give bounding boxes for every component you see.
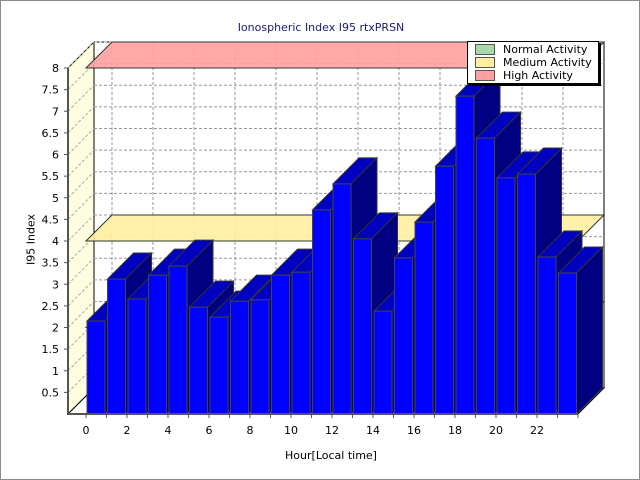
y-tick-label: 2.5 bbox=[42, 300, 60, 313]
bar bbox=[394, 257, 413, 415]
legend-swatch bbox=[475, 70, 495, 81]
bar bbox=[271, 274, 290, 415]
gridline-side bbox=[67, 279, 95, 307]
legend-item-medium: Medium Activity bbox=[468, 56, 598, 69]
legend-swatch bbox=[475, 44, 495, 55]
y-tick-label: 7.5 bbox=[42, 84, 60, 97]
y-tick-label: 8 bbox=[52, 62, 59, 75]
y-tick-label: 6.5 bbox=[42, 127, 60, 140]
bar bbox=[168, 265, 188, 415]
x-tick-label: 20 bbox=[489, 424, 503, 437]
bar bbox=[230, 300, 249, 415]
gridline-side bbox=[67, 106, 95, 134]
chart-title: Ionospheric Index I95 rtxPRSN bbox=[237, 21, 405, 34]
bar bbox=[107, 278, 126, 415]
legend-item-high: High Activity bbox=[468, 69, 598, 82]
gridline-side bbox=[67, 149, 95, 177]
x-tick-label: 2 bbox=[124, 424, 131, 437]
x-tick-label: 18 bbox=[448, 424, 462, 437]
y-tick-label: 1 bbox=[52, 365, 59, 378]
bar bbox=[291, 271, 311, 415]
x-tick-label: 0 bbox=[83, 424, 90, 437]
y-tick-label: 3 bbox=[52, 278, 59, 291]
y-tick-label: 1.5 bbox=[42, 343, 60, 356]
gridline-side bbox=[67, 257, 95, 285]
x-tick-label: 8 bbox=[247, 424, 254, 437]
y-tick-label: 2 bbox=[52, 322, 59, 335]
bar bbox=[517, 173, 536, 415]
bar bbox=[558, 272, 577, 415]
bar bbox=[353, 238, 372, 415]
x-tick-label: 6 bbox=[206, 424, 213, 437]
legend-label: Medium Activity bbox=[503, 56, 592, 69]
x-tick-label: 12 bbox=[325, 424, 339, 437]
legend: Normal Activity Medium Activity High Act… bbox=[467, 41, 599, 84]
bar-side bbox=[576, 245, 603, 416]
y-tick-label: 7 bbox=[52, 105, 59, 118]
legend-label: High Activity bbox=[503, 69, 573, 82]
x-tick-label: 22 bbox=[530, 424, 544, 437]
gridline-side bbox=[67, 128, 95, 155]
bar bbox=[332, 183, 352, 415]
bar bbox=[537, 256, 557, 415]
bar bbox=[414, 221, 434, 415]
gridline-side bbox=[67, 171, 95, 199]
bar bbox=[148, 274, 167, 415]
bar bbox=[455, 95, 475, 415]
y-tick-label: 3.5 bbox=[42, 257, 60, 270]
bar bbox=[189, 306, 208, 415]
gridline-side bbox=[67, 193, 95, 220]
y-axis-label: I95 Index bbox=[24, 213, 38, 266]
gridline-side bbox=[67, 301, 95, 328]
bar bbox=[435, 165, 454, 415]
bar bbox=[86, 320, 106, 415]
y-tick-label: 5 bbox=[52, 192, 59, 205]
x-tick-label: 14 bbox=[366, 424, 380, 437]
legend-label: Normal Activity bbox=[503, 43, 588, 56]
y-tick-label: 4.5 bbox=[42, 213, 60, 226]
y-tick-label: 6 bbox=[52, 149, 59, 162]
bar bbox=[250, 299, 270, 415]
bar bbox=[312, 209, 331, 415]
bar bbox=[476, 137, 495, 415]
gridline-side bbox=[67, 41, 95, 69]
x-tick-label: 4 bbox=[165, 424, 172, 437]
y-tick-label: 0.5 bbox=[42, 386, 60, 399]
bar bbox=[127, 298, 147, 415]
x-axis-label: Hour[Local time] bbox=[285, 449, 377, 462]
y-tick-label: 4 bbox=[52, 235, 59, 248]
x-tick-label: 16 bbox=[407, 424, 421, 437]
x-tick-label: 10 bbox=[284, 424, 298, 437]
bar bbox=[373, 310, 393, 415]
gridline-side bbox=[67, 214, 95, 242]
bar bbox=[496, 177, 516, 415]
y-tick-label: 5.5 bbox=[42, 170, 60, 183]
bar bbox=[209, 316, 229, 415]
legend-item-normal: Normal Activity bbox=[468, 43, 598, 56]
gridline-side bbox=[67, 84, 95, 112]
legend-swatch bbox=[475, 57, 495, 68]
